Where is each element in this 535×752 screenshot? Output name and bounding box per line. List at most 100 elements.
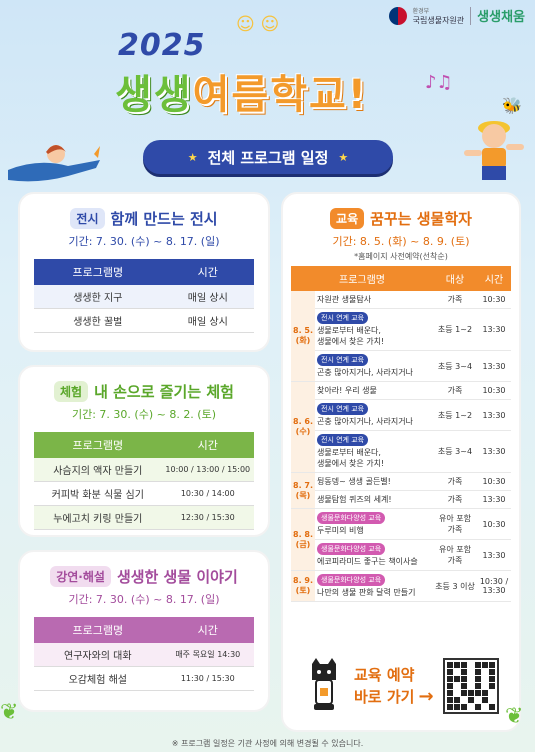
card-header: 전시 함께 만드는 전시 <box>34 208 254 229</box>
column-header: 시간 <box>161 432 254 458</box>
program-name: 생물에서 찾은 가치! <box>317 459 385 468</box>
time-cell: 10:30 <box>477 472 511 491</box>
time-cell: 13:30 <box>477 539 511 571</box>
page-title: 생생여름학교! <box>115 62 368 120</box>
divider <box>470 6 472 25</box>
program-tag: 생물문화다양성 교육 <box>317 574 386 586</box>
program-tag: 생물문화다양성 교육 <box>317 512 386 524</box>
category-tag: 전시 <box>70 208 105 229</box>
target-cell: 초등 3~4 <box>433 430 477 473</box>
bee-icon: 🐝 <box>502 96 522 115</box>
column-header: 대상 <box>433 266 477 291</box>
program-time: 매일 상시 <box>161 285 254 309</box>
program-name: 생물로부터 배운다, <box>317 326 381 335</box>
program-time: 10:00 / 13:00 / 15:00 <box>161 458 254 482</box>
target-cell: 초등 3~4 <box>433 350 477 382</box>
target-cell: 가족 <box>433 381 477 400</box>
period: 기간: 7. 30. (수) ~ 8. 17. (일) <box>68 235 220 248</box>
program-name: 곤충 많아지거나, 사라지거나 <box>317 368 413 377</box>
cta-line1: 교육 예약 <box>354 666 415 684</box>
education-table: 프로그램명 대상 시간 8. 5. (화) 자원관 생물탐사 가족 10:30 전시 연… <box>291 266 511 602</box>
table-row: 생물탐험 퀴즈의 세계! 가족 13:30 <box>291 490 511 509</box>
cta-line2: 바로 가기 <box>354 688 415 706</box>
program-cell: 전시 연계 교육 생물로부터 배운다, 생물에서 찾은 가치! <box>315 308 433 351</box>
time-cell: 10:30 <box>477 291 511 309</box>
program-tag: 전시 연계 교육 <box>317 434 369 446</box>
music-notes-icon: ♪♫ <box>425 72 453 93</box>
program-tag: 전시 연계 교육 <box>317 312 369 324</box>
time-cell: 13:30 <box>477 490 511 509</box>
category-tag: 강연·해설 <box>50 566 111 587</box>
exhibition-card: 전시 함께 만드는 전시 기간: 7. 30. (수) ~ 8. 17. (일)… <box>18 192 270 352</box>
category-tag: 교육 <box>330 208 365 229</box>
program-name: 사슴지의 액자 만들기 <box>34 458 162 482</box>
program-name: 곤충 많아지거나, 사라지거나 <box>317 417 413 426</box>
time-cell: 13:30 <box>477 350 511 382</box>
table-row: 생물문화다양성 교육 에코피라미드 좋구는 책이사슬 유아 포함 가족 13:30 <box>291 539 511 571</box>
program-cell: 찾아라! 우리 생물 <box>315 381 433 400</box>
schedule-banner: ★ 전체 프로그램 일정 ★ <box>143 140 393 174</box>
target-cell: 유아 포함 가족 <box>433 508 477 540</box>
table-row: 8. 6. (수) 찾아라! 우리 생물 가족 10:30 <box>291 381 511 473</box>
card-title: 생생한 생물 이야기 <box>116 568 238 586</box>
date-cell: 8. 9. (토) <box>291 570 315 602</box>
target-cell: 유아 포함 가족 <box>433 539 477 571</box>
title-year: 2025 <box>118 28 206 63</box>
card-header: 체험 내 손으로 즐기는 체험 <box>34 381 254 402</box>
header-logos: 환경부 국립생물자원관 생생채움 <box>388 6 525 25</box>
table-row: 전시 연계 교육 곤충 많아지거나, 사라지거나 초등 1~2 13:30 <box>291 399 511 431</box>
program-name: 오감체험 해설 <box>34 666 162 691</box>
time-cell: 13:30 <box>477 308 511 351</box>
program-time: 12:30 / 15:30 <box>161 505 254 530</box>
program-cell: 생물문화다양성 교육 두루미의 비행 <box>315 508 433 540</box>
lecture-card: 강연·해설 생생한 생물 이야기 기간: 7. 30. (수) ~ 8. 17.… <box>18 550 270 712</box>
title-green: 생생 <box>115 72 193 118</box>
brand-logo: 생생채움 <box>477 10 525 25</box>
column-header: 프로그램명 <box>34 617 162 643</box>
time-cell: 10:30 / 13:30 <box>477 570 511 602</box>
program-name: 연구자와의 대화 <box>34 643 162 667</box>
experience-card: 체험 내 손으로 즐기는 체험 기간: 7. 30. (수) ~ 8. 2. (… <box>18 365 270 537</box>
program-tag: 전시 연계 교육 <box>317 403 369 415</box>
title-orange: 여름학교! <box>192 72 369 118</box>
org-label: 국립생물자원관 <box>412 15 465 25</box>
program-cell: 자원관 생물탐사 <box>315 291 433 309</box>
column-header: 시간 <box>477 266 511 291</box>
balloons-icon: ☺ ☺ <box>236 14 280 35</box>
leaf-icon: ❦ <box>0 700 19 725</box>
robot-mascot-icon <box>312 658 336 710</box>
table-row: 전시 연계 교육 생물로부터 배운다, 생물에서 찾은 가치! 초등 3~4 13:30 <box>291 430 511 473</box>
reservation-link-button[interactable]: 교육 예약 바로 가기 → <box>300 652 505 720</box>
schedule-table: 프로그램명 시간 사슴지의 액자 만들기 10:00 / 13:00 / 15:… <box>34 432 254 530</box>
table-row: 연구자와의 대화 매주 목요일 14:30 <box>34 643 254 667</box>
column-header: 프로그램명 <box>291 266 433 291</box>
card-title: 내 손으로 즐기는 체험 <box>94 383 234 401</box>
program-name: 나만의 생물 판화 달력 만들기 <box>317 588 416 597</box>
category-tag: 체험 <box>54 381 89 402</box>
program-name: 생물로부터 배운다, <box>317 448 381 457</box>
schedule-table: 프로그램명 시간 생생한 지구 매일 상시 생생한 꿀벌 매일 상시 <box>34 259 254 333</box>
program-name: 생생한 꿀벌 <box>34 308 162 333</box>
cta-line2-row: 바로 가기 → <box>354 686 434 708</box>
org-name: 환경부 국립생물자원관 <box>413 7 465 25</box>
card-header: 교육 꿈꾸는 생물학자 <box>291 208 511 229</box>
column-header: 프로그램명 <box>34 432 162 458</box>
date-cell: 8. 8. (금) <box>291 508 315 571</box>
program-name: 생물탐험 퀴즈의 세계! <box>317 495 392 504</box>
program-cell: 뒹동뎅~ 생생 골든벨! <box>315 472 433 491</box>
ministry-label: 환경부 <box>412 7 430 15</box>
footnote: ※ 프로그램 일정은 기관 사정에 의해 변경될 수 있습니다. <box>171 739 364 748</box>
banner-label: 전체 프로그램 일정 <box>207 148 329 167</box>
card-header: 강연·해설 생생한 생물 이야기 <box>34 566 254 587</box>
period: 기간: 8. 5. (화) ~ 8. 9. (토) <box>332 235 470 248</box>
government-emblem-icon <box>388 6 407 25</box>
target-cell: 가족 <box>433 490 477 509</box>
program-name: 뒹동뎅~ 생생 골든벨! <box>317 477 391 486</box>
date-cell: 8. 7. (목) <box>291 472 315 509</box>
qr-code-icon[interactable] <box>443 658 499 714</box>
table-row: 8. 8. (금) 생물문화다양성 교육 두루미의 비행 유아 포함 가족 10:30 <box>291 508 511 571</box>
target-cell: 가족 <box>433 472 477 491</box>
program-cell: 생물문화다양성 교육 에코피라미드 좋구는 책이사슬 <box>315 539 433 571</box>
cta-label: 교육 예약 바로 가기 → <box>354 664 434 708</box>
